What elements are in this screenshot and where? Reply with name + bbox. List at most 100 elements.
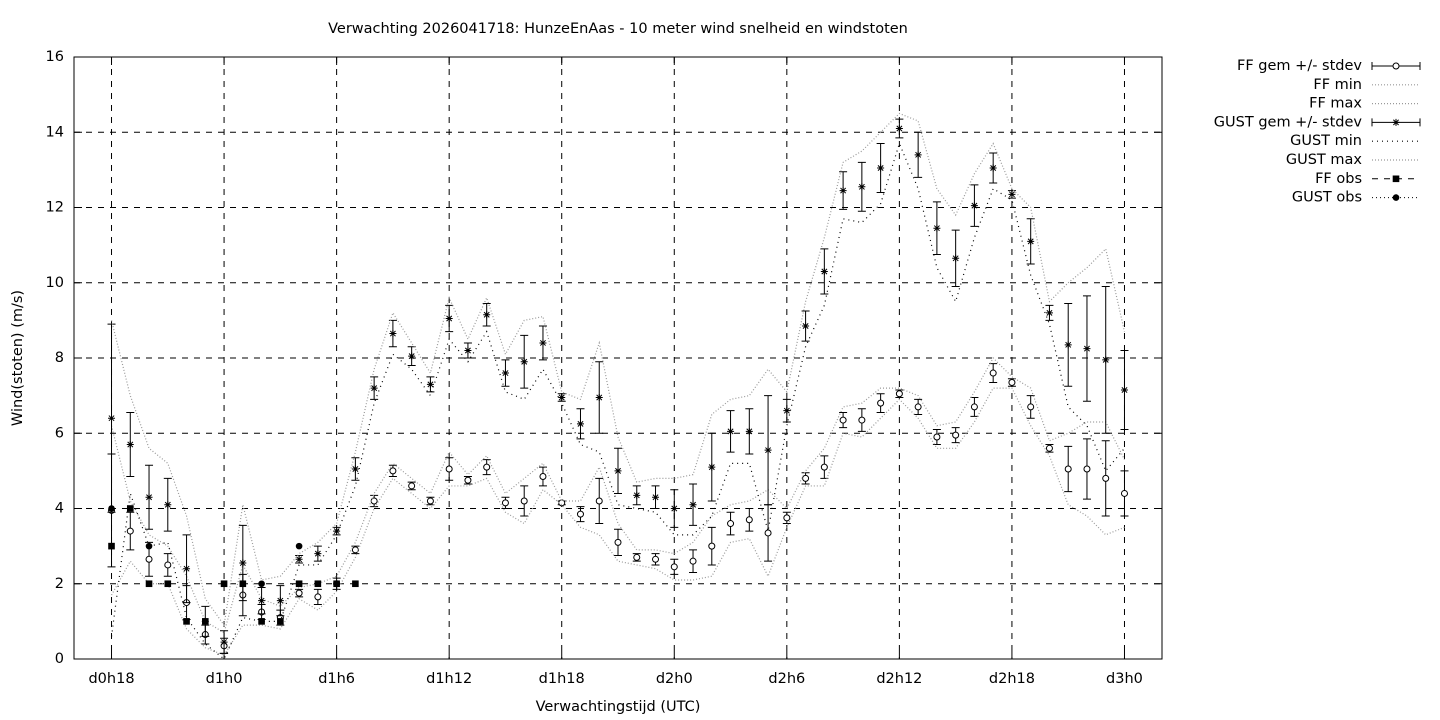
y-tick-label: 14 [46, 124, 64, 140]
marker [108, 542, 115, 550]
marker [389, 467, 397, 475]
marker [783, 407, 791, 415]
marker [539, 473, 547, 481]
marker [483, 463, 491, 471]
y-tick-label: 12 [46, 200, 64, 216]
marker [595, 394, 603, 402]
marker [295, 580, 303, 588]
y-axis-label: Wind(stoten) (m/s) [10, 290, 26, 426]
marker [877, 164, 885, 172]
marker [108, 414, 116, 422]
marker [952, 254, 960, 262]
marker [895, 124, 903, 132]
marker [333, 580, 340, 588]
marker [745, 516, 753, 524]
marker [145, 493, 153, 501]
marker [445, 465, 453, 473]
marker [164, 501, 172, 509]
x-tick-label: d2h0 [656, 671, 693, 687]
marker [652, 555, 660, 563]
legend-label: FF min [1313, 77, 1362, 93]
marker [126, 441, 134, 449]
legend-label: FF obs [1315, 171, 1362, 187]
legend-sample [1372, 175, 1420, 183]
marker [820, 463, 828, 471]
marker [670, 505, 678, 512]
x-tick-label: d3h0 [1106, 671, 1143, 687]
marker [877, 399, 885, 407]
marker [1008, 190, 1016, 198]
marker [295, 555, 303, 563]
marker [408, 482, 416, 490]
marker [126, 505, 134, 512]
marker [727, 520, 735, 528]
marker [202, 618, 209, 625]
marker [277, 618, 284, 625]
marker [1102, 474, 1110, 482]
legend-label: GUST max [1286, 152, 1363, 168]
legend-label: FF gem +/- stdev [1237, 58, 1362, 74]
marker [145, 542, 153, 550]
marker [727, 427, 735, 435]
marker [839, 416, 847, 424]
marker [314, 550, 322, 558]
marker [1064, 341, 1072, 349]
marker [370, 384, 378, 392]
legend-sample [1371, 118, 1421, 127]
marker [614, 538, 622, 546]
marker [220, 580, 228, 588]
marker [895, 390, 903, 398]
marker [989, 164, 997, 172]
legend-label: GUST obs [1292, 190, 1362, 206]
y-tick-label: 2 [55, 576, 64, 592]
marker [1102, 356, 1110, 364]
marker [464, 346, 472, 354]
marker [745, 427, 753, 435]
chart-title: Verwachting 2026041718: HunzeEnAas - 10 … [328, 21, 908, 37]
marker [858, 183, 866, 191]
marker [1045, 444, 1053, 452]
range-line [110, 357, 1126, 634]
marker [239, 580, 247, 588]
legend-label: GUST min [1290, 133, 1362, 149]
marker [614, 467, 622, 475]
marker [1008, 378, 1016, 386]
x-tick-label: d1h6 [318, 671, 355, 687]
marker [389, 330, 397, 338]
marker [426, 380, 434, 388]
range-line [110, 112, 1126, 627]
x-tick-label: d1h18 [539, 671, 585, 687]
marker [633, 491, 641, 499]
marker [802, 322, 810, 330]
marker [108, 505, 115, 512]
marker [1083, 465, 1091, 473]
y-tick-label: 10 [46, 275, 64, 291]
marker [239, 559, 247, 567]
x-axis-label: Verwachtingstijd (UTC) [536, 699, 701, 715]
x-tick-label: d0h18 [88, 671, 134, 687]
x-tick-label: d2h18 [989, 671, 1035, 687]
marker [295, 542, 303, 550]
marker [1045, 309, 1053, 317]
marker [408, 352, 416, 360]
marker [576, 510, 584, 518]
marker [1120, 489, 1128, 497]
marker [126, 527, 134, 535]
marker [802, 474, 810, 482]
marker [558, 394, 566, 402]
marker [520, 497, 528, 505]
marker [501, 499, 509, 507]
marker [970, 202, 978, 210]
marker [595, 497, 603, 505]
marker [276, 597, 284, 605]
y-tick-label: 6 [55, 425, 64, 441]
marker [576, 420, 584, 428]
marker [426, 497, 434, 505]
marker [1083, 345, 1091, 353]
marker [164, 580, 172, 588]
marker [1027, 237, 1035, 245]
marker [352, 580, 359, 588]
range-line [110, 387, 1125, 656]
marker [858, 416, 866, 424]
